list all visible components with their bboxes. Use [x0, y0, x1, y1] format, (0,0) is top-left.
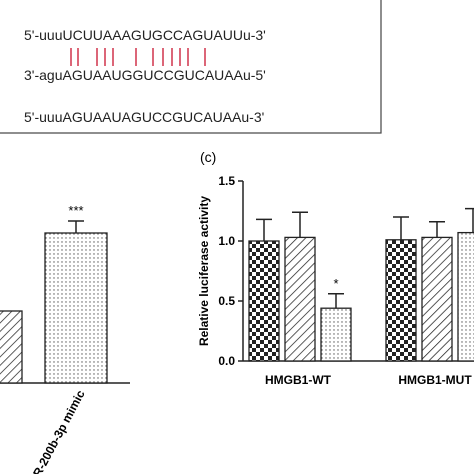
bar	[0, 310, 23, 384]
error-bar	[68, 220, 84, 233]
sequence-box	[0, 0, 382, 134]
bar	[457, 231, 474, 362]
sequence: 5'-uuuUCUUAAAGUGCCAGUAUUu-3'	[24, 27, 266, 43]
x-tick-label: HMGB1-WT	[265, 373, 332, 387]
error-bar	[393, 216, 409, 240]
bar	[248, 240, 280, 362]
x-tick-label: HMGB1-MUT	[398, 373, 472, 387]
x-tick-label: R-200b-3p mimic	[30, 388, 88, 474]
bar	[320, 307, 352, 362]
pairing-lines	[70, 48, 206, 66]
y-tick-label: 0.0	[218, 354, 235, 368]
y-tick-label: 1.0	[218, 234, 235, 248]
error-bar	[465, 207, 474, 233]
error-bar	[256, 218, 272, 241]
error-bar	[292, 211, 308, 238]
bar	[385, 239, 417, 362]
y-axis-label: Relative luciferase activity	[197, 196, 211, 346]
bar	[421, 236, 453, 362]
panel-label: (c)	[200, 149, 216, 165]
significance: *	[333, 276, 338, 291]
sequence: 5'-uuuAGUAAUAGUCCGUCAUAAu-3'	[24, 109, 264, 125]
bar	[284, 236, 316, 362]
sequence: 3'-aguAGUAAUGGUCCGUCAUAAu-5'	[24, 67, 266, 83]
error-bar	[429, 221, 445, 238]
y-tick-label: 1.5	[218, 174, 235, 188]
bar	[44, 232, 108, 384]
y-tick-label: 0.5	[218, 294, 235, 308]
significance: ***	[68, 203, 83, 218]
error-bar	[328, 293, 344, 309]
